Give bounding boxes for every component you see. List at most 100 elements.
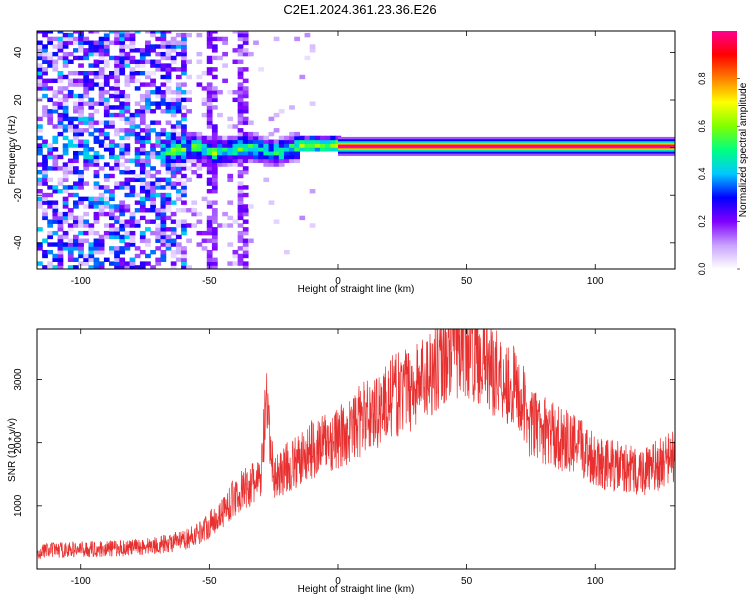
spectrogram-cell <box>73 93 79 99</box>
spectrogram-cell <box>62 40 69 45</box>
spectrogram-cell <box>62 86 69 91</box>
spectrogram-cell <box>78 242 84 247</box>
spectrogram-cell <box>181 257 187 262</box>
spectrogram-cell <box>201 162 208 167</box>
spectrogram-cell <box>83 120 90 125</box>
spectrogram-cell <box>119 169 126 175</box>
spectrogram-cell <box>114 128 120 133</box>
spectrogram-cell <box>52 219 59 224</box>
spectrogram-cell <box>119 55 126 61</box>
spectrogram-cell <box>42 249 48 255</box>
spectrogram-cell <box>170 253 177 259</box>
spectrogram-cell <box>263 154 270 160</box>
spectrogram-cell <box>196 143 203 148</box>
spectrogram-cell <box>160 40 167 45</box>
spectrogram-cell <box>78 177 84 183</box>
spectrogram-cell <box>186 154 192 160</box>
spectrogram-cell <box>206 189 213 194</box>
spectrogram-cell <box>78 131 84 137</box>
spectrogram-cell <box>237 120 244 125</box>
spectrogram-cell <box>150 48 156 53</box>
spectrogram-cell <box>129 242 136 247</box>
spectrogram-cell <box>150 31 156 34</box>
spectrogram-cell <box>247 150 254 156</box>
spectrogram-cell <box>273 139 280 144</box>
spectrogram-cell <box>181 246 187 251</box>
spectrogram-cell <box>309 147 316 152</box>
spectrogram-cell <box>242 169 249 175</box>
spectrogram-cell <box>134 208 141 213</box>
spectrogram-cell <box>196 219 203 224</box>
spectrogram-cell <box>237 173 244 179</box>
spectrogram-cell <box>294 147 301 152</box>
spectrogram-cell <box>139 139 146 144</box>
spectrogram-cell <box>67 249 74 255</box>
spectrogram-cell <box>134 154 141 160</box>
spectrogram-cell <box>155 211 162 217</box>
spectrogram-cell <box>155 44 162 49</box>
spectrogram-cell <box>88 51 95 57</box>
spectrogram-cell <box>196 51 203 57</box>
spectrogram-cell <box>103 112 110 118</box>
spectrogram-cell <box>299 74 306 80</box>
spectrogram-cell <box>124 181 131 186</box>
spectrogram-cell <box>155 234 162 240</box>
spectrogram-cell <box>145 90 151 95</box>
spectrogram-cell <box>103 230 110 236</box>
spectrogram-cell <box>206 253 213 259</box>
spectrogram-cell <box>52 215 59 221</box>
spectrogram-cell <box>150 59 156 64</box>
spectrogram-cell <box>227 150 234 156</box>
spectrogram-cell <box>78 246 84 251</box>
spectrogram-cell <box>93 158 100 163</box>
spectrogram-cell <box>139 59 146 64</box>
spectrogram-cell <box>88 124 95 129</box>
spectrogram-cell <box>73 169 79 175</box>
spectrogram-cell <box>237 131 244 137</box>
spectrogram-cell <box>73 70 79 76</box>
colorbar: 0.00.20.40.60.8 Normalized spectral ampl… <box>697 31 749 275</box>
spectrogram-cell <box>181 44 187 49</box>
spectrogram-cell <box>129 219 136 224</box>
spectrogram-cell <box>83 162 90 167</box>
spectrogram-cell <box>191 150 198 156</box>
spectrogram-cell <box>186 223 192 228</box>
spectrogram-cell <box>62 246 69 251</box>
spectrogram-cell <box>253 147 259 152</box>
spectrogram-cell <box>145 93 151 99</box>
spectrogram-cell <box>196 74 203 80</box>
spectrogram-cell <box>67 162 74 167</box>
spectrogram-cell <box>119 204 126 209</box>
spectrogram-cell <box>175 181 182 186</box>
spectrogram-cell <box>88 147 95 152</box>
spectrogram-cell <box>93 211 100 217</box>
spectrogram-cell <box>73 234 79 240</box>
spectrogram-cell <box>42 59 48 64</box>
spectrogram-cell <box>325 147 331 152</box>
spectrogram-cell <box>42 112 48 118</box>
spectrogram-cell <box>62 116 69 122</box>
spectrogram-cell <box>170 166 177 171</box>
spectrogram-cell <box>232 59 239 64</box>
spectrogram-cell <box>175 135 182 141</box>
spectrogram-cell <box>129 230 136 236</box>
spectrogram-cell <box>160 257 167 262</box>
spectrogram-cell <box>139 204 146 209</box>
spectrogram-cell <box>52 135 59 141</box>
spectrogram-cell <box>283 135 290 141</box>
spectrogram-cell <box>134 109 141 114</box>
spectrogram-cell <box>181 150 187 156</box>
spectrogram-cell <box>242 51 249 57</box>
spectrogram-cell <box>206 70 213 76</box>
spectrogram-cell <box>309 48 316 53</box>
spectrogram-cell <box>139 97 146 103</box>
spectrogram-cell <box>109 196 115 202</box>
spectrogram-cell <box>186 158 192 163</box>
spectrogram-cell <box>278 162 285 167</box>
spectrogram-cell <box>170 211 177 217</box>
spectrogram-cell <box>124 185 131 190</box>
spectrogram-cell <box>232 90 239 95</box>
spectrogram-cell <box>299 147 306 152</box>
spectrogram-cell <box>211 166 218 171</box>
